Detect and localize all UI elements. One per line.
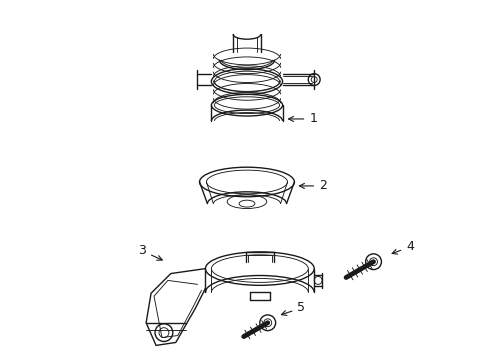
- Text: 5: 5: [281, 301, 305, 315]
- Text: 3: 3: [138, 244, 162, 260]
- Text: 2: 2: [299, 179, 326, 192]
- Text: 4: 4: [391, 240, 413, 254]
- Text: 1: 1: [288, 112, 317, 125]
